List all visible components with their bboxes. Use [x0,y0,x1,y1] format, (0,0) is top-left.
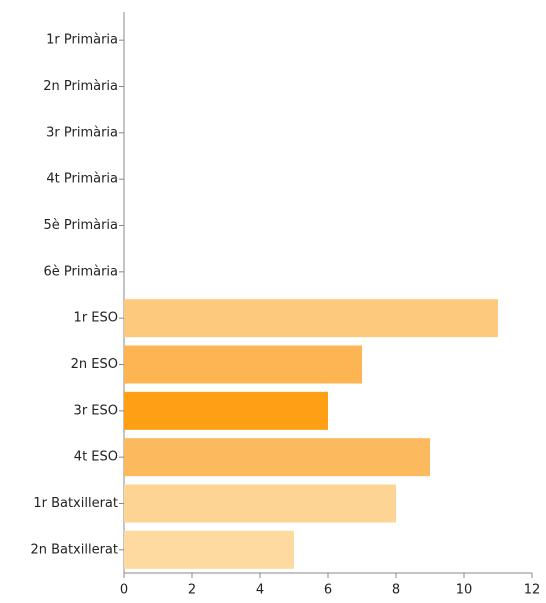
x-tick-label: 0 [120,583,128,598]
y-tick-label: 2n ESO [71,357,118,372]
x-tick-label: 4 [256,583,264,598]
y-tick-label: 1r Batxillerat [33,496,118,511]
x-tick-label: 12 [524,583,541,598]
y-tick-label: 1r ESO [74,311,118,326]
y-tick-label: 3r Primària [46,125,118,140]
y-tick-label: 4t Primària [46,172,118,187]
bar [124,391,328,430]
bar [124,299,498,338]
y-tick-label: 1r Primària [46,33,118,48]
bar [124,345,362,384]
x-tick-label: 6 [324,583,332,598]
bar [124,530,294,569]
x-tick-label: 10 [456,583,473,598]
y-tick-label: 2n Batxillerat [30,542,118,557]
bar [124,484,396,523]
x-tick-label: 2 [188,583,196,598]
y-tick-label: 4t ESO [74,450,118,465]
y-tick-label: 5è Primària [43,218,118,233]
x-tick-label: 8 [392,583,400,598]
y-tick-label: 3r ESO [74,403,118,418]
y-tick-label: 2n Primària [43,79,118,94]
y-tick-label: 6è Primària [43,264,118,279]
bar [124,438,430,477]
